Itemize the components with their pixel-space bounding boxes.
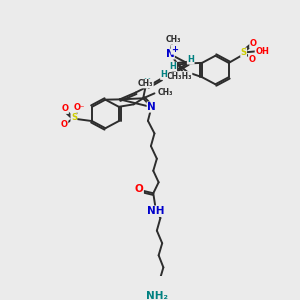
Text: +: + [171, 45, 178, 54]
Text: H: H [160, 70, 167, 80]
Text: S: S [241, 48, 247, 57]
Text: CH₃: CH₃ [166, 72, 182, 81]
Text: CH₃: CH₃ [138, 79, 153, 88]
Text: N: N [166, 49, 174, 59]
Text: N: N [147, 102, 156, 112]
Text: NH: NH [147, 206, 164, 217]
Text: O: O [248, 55, 256, 64]
Text: O: O [61, 104, 68, 113]
Text: O⁻: O⁻ [74, 103, 85, 112]
Text: O: O [250, 39, 256, 48]
Text: CH₃: CH₃ [165, 35, 181, 44]
Text: OH: OH [255, 46, 269, 56]
Text: H: H [143, 78, 150, 87]
Text: CH₃: CH₃ [158, 88, 173, 97]
Text: S: S [71, 113, 77, 122]
Text: CH₃: CH₃ [176, 72, 192, 81]
Text: H: H [187, 55, 194, 64]
Text: NH₂: NH₂ [146, 291, 168, 300]
Text: O: O [61, 120, 68, 129]
Text: H: H [170, 62, 177, 71]
Text: O: O [135, 184, 143, 194]
